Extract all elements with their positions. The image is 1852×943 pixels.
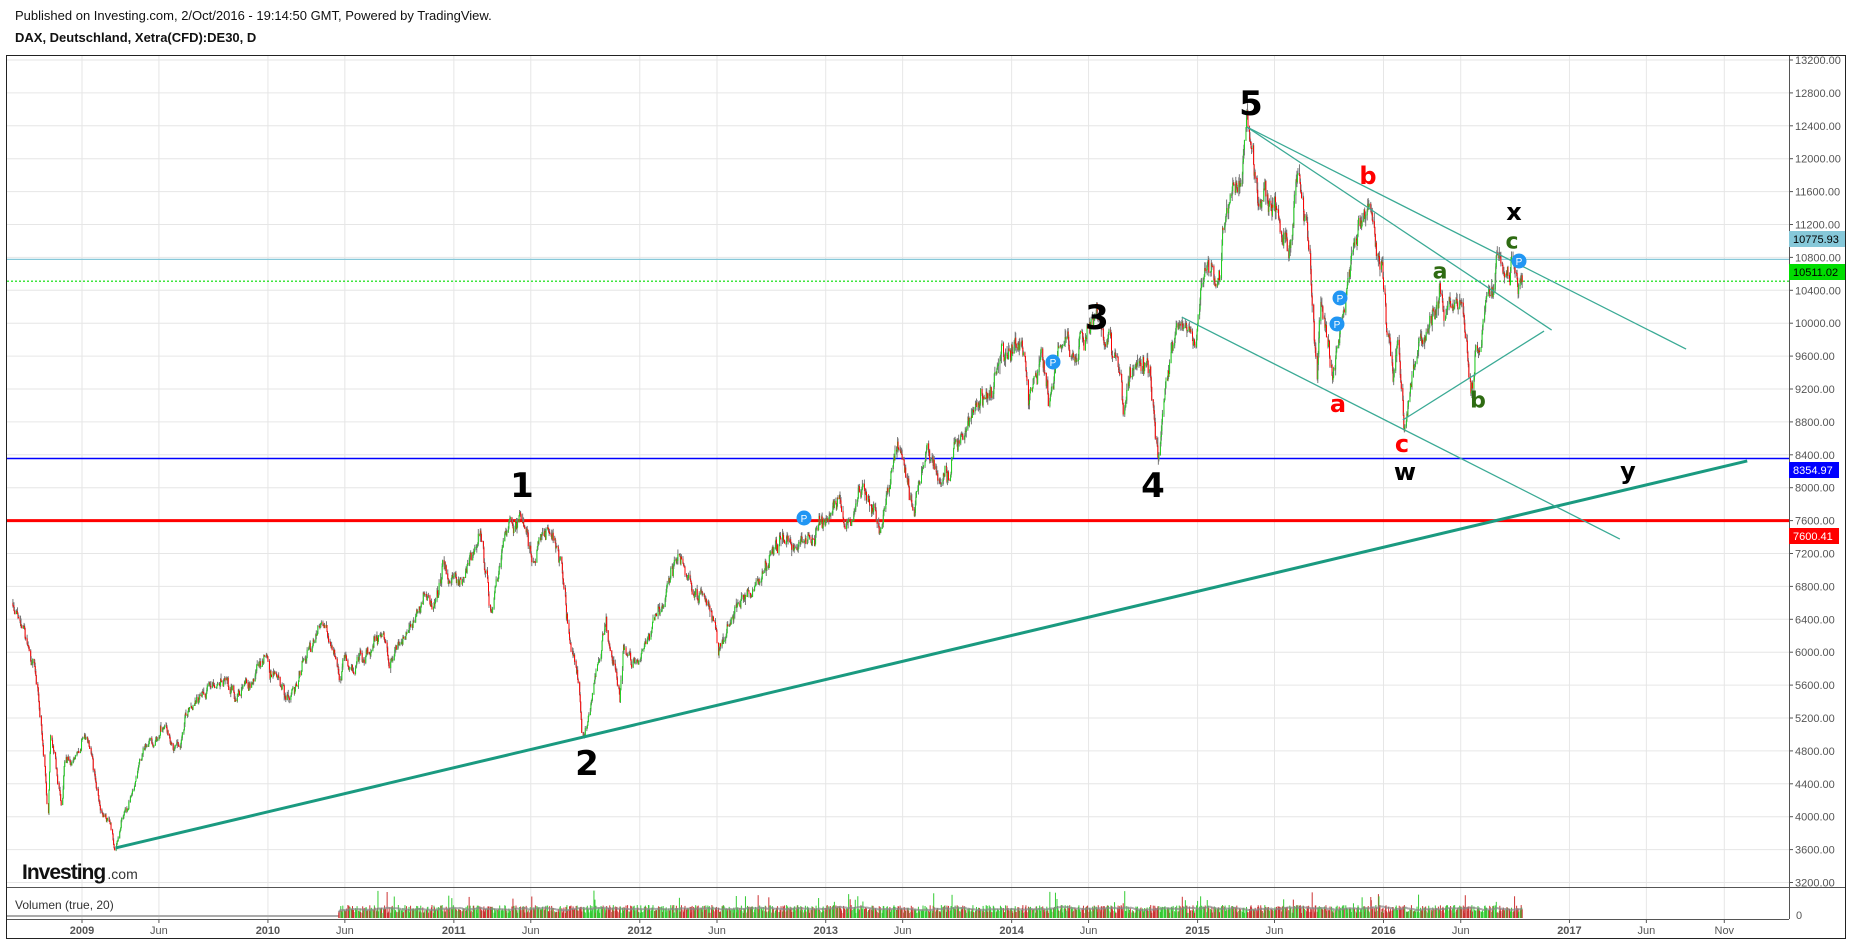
grid bbox=[7, 56, 1789, 919]
volume-bars bbox=[7, 890, 1523, 918]
published-info: Published on Investing.com, 2/Oct/2016 -… bbox=[15, 8, 492, 23]
symbol-title: DAX, Deutschland, Xetra(CFD):DE30, D bbox=[15, 30, 257, 45]
price-lines bbox=[7, 258, 1789, 523]
candles bbox=[12, 103, 1523, 852]
volume-ma-line bbox=[337, 905, 1523, 913]
